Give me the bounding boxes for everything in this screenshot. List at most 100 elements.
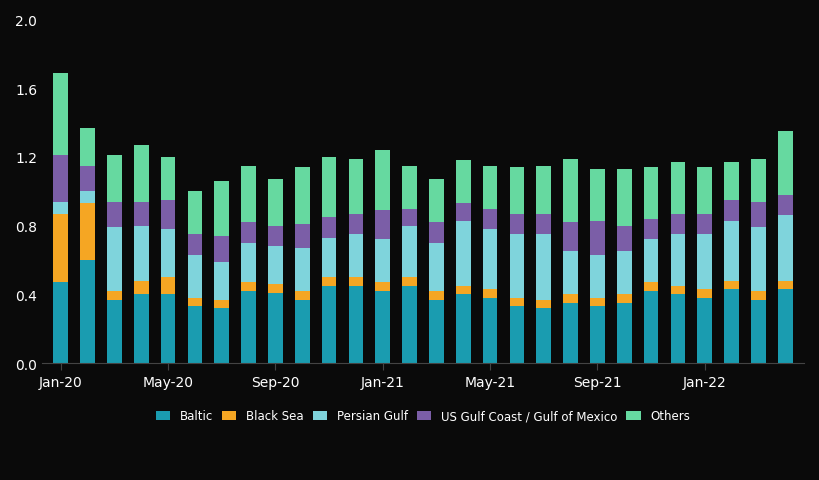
Bar: [563, 303, 578, 363]
Bar: [751, 159, 766, 202]
Bar: [671, 235, 686, 286]
Bar: [80, 261, 95, 363]
Bar: [617, 252, 631, 295]
Bar: [107, 291, 122, 300]
Bar: [133, 281, 148, 295]
Bar: [563, 295, 578, 303]
Bar: [215, 309, 229, 363]
Bar: [161, 277, 175, 295]
Bar: [53, 283, 68, 363]
Bar: [482, 289, 497, 298]
Bar: [375, 211, 390, 240]
Bar: [671, 286, 686, 295]
Bar: [268, 247, 283, 285]
Bar: [107, 156, 122, 202]
Bar: [509, 168, 524, 214]
Bar: [644, 240, 658, 283]
Bar: [268, 226, 283, 247]
Bar: [215, 262, 229, 300]
Bar: [724, 163, 739, 201]
Bar: [590, 255, 604, 298]
Bar: [697, 235, 712, 289]
Bar: [349, 277, 364, 286]
Bar: [161, 201, 175, 229]
Bar: [80, 192, 95, 204]
Bar: [133, 145, 148, 202]
Bar: [644, 168, 658, 219]
Bar: [697, 298, 712, 363]
Bar: [322, 157, 337, 217]
Bar: [429, 223, 444, 243]
Bar: [724, 281, 739, 289]
Bar: [536, 166, 551, 214]
Bar: [644, 283, 658, 291]
Bar: [402, 226, 417, 277]
Bar: [456, 161, 471, 204]
Bar: [53, 202, 68, 214]
Bar: [724, 289, 739, 363]
Legend: Baltic, Black Sea, Persian Gulf, US Gulf Coast / Gulf of Mexico, Others: Baltic, Black Sea, Persian Gulf, US Gulf…: [152, 406, 694, 426]
Bar: [482, 298, 497, 363]
Bar: [295, 168, 310, 225]
Bar: [402, 286, 417, 363]
Bar: [188, 192, 202, 235]
Bar: [482, 209, 497, 229]
Bar: [242, 243, 256, 283]
Bar: [215, 237, 229, 262]
Bar: [751, 228, 766, 291]
Bar: [671, 163, 686, 214]
Bar: [644, 291, 658, 363]
Bar: [242, 223, 256, 243]
Bar: [242, 166, 256, 223]
Bar: [751, 300, 766, 363]
Bar: [242, 283, 256, 291]
Bar: [724, 201, 739, 221]
Bar: [536, 235, 551, 300]
Bar: [295, 291, 310, 300]
Bar: [590, 307, 604, 363]
Bar: [53, 156, 68, 202]
Bar: [215, 300, 229, 309]
Bar: [509, 235, 524, 298]
Bar: [509, 214, 524, 235]
Bar: [590, 221, 604, 255]
Bar: [671, 214, 686, 235]
Bar: [778, 195, 793, 216]
Bar: [375, 151, 390, 211]
Bar: [429, 180, 444, 223]
Bar: [188, 255, 202, 298]
Bar: [536, 300, 551, 309]
Bar: [590, 298, 604, 307]
Bar: [268, 180, 283, 226]
Bar: [509, 307, 524, 363]
Bar: [536, 309, 551, 363]
Bar: [375, 283, 390, 291]
Bar: [402, 166, 417, 209]
Bar: [375, 240, 390, 283]
Bar: [644, 219, 658, 240]
Bar: [429, 300, 444, 363]
Bar: [456, 204, 471, 221]
Bar: [456, 295, 471, 363]
Bar: [161, 295, 175, 363]
Bar: [402, 209, 417, 226]
Bar: [80, 129, 95, 166]
Bar: [509, 298, 524, 307]
Bar: [133, 226, 148, 281]
Bar: [322, 217, 337, 238]
Bar: [295, 300, 310, 363]
Bar: [456, 286, 471, 295]
Bar: [778, 132, 793, 195]
Bar: [617, 226, 631, 252]
Bar: [161, 157, 175, 201]
Bar: [349, 159, 364, 214]
Bar: [268, 285, 283, 293]
Bar: [563, 252, 578, 295]
Bar: [322, 277, 337, 286]
Bar: [536, 214, 551, 235]
Bar: [563, 159, 578, 223]
Bar: [188, 307, 202, 363]
Bar: [349, 235, 364, 277]
Bar: [295, 225, 310, 249]
Bar: [322, 286, 337, 363]
